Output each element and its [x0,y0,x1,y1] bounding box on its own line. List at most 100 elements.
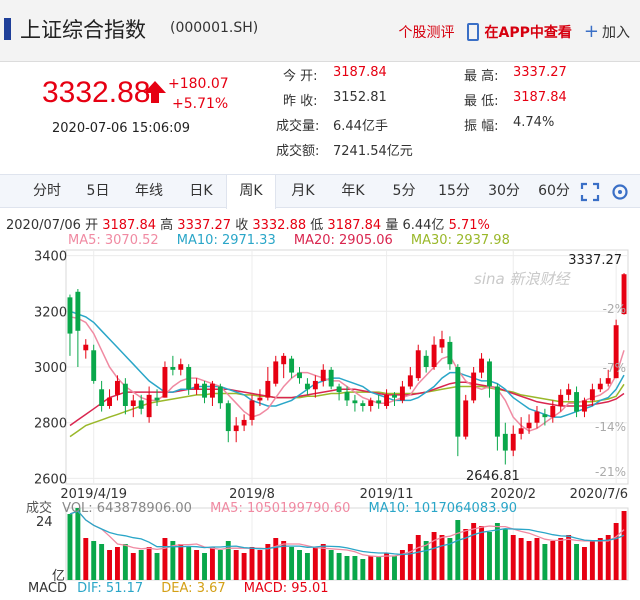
ohlc-info-bar: 2020/07/06 开 3187.84 高 3337.27 收 3332.88… [6,214,490,233]
candles [67,273,627,465]
volume-legend-vol: VOL: 643878906.00 [62,501,192,516]
up-arrow-icon [144,81,166,103]
candle-body [241,419,247,426]
tab-timeshare[interactable]: 分时 [33,183,61,199]
candle-body [447,341,453,365]
volume-bar [479,526,485,580]
candle-body [352,400,358,404]
tab-monthly-k[interactable]: 月K [291,183,315,199]
ma-lines [69,310,625,438]
volume-bar [257,550,263,580]
candle-body [114,380,120,395]
candle-body [273,361,279,384]
prev-close-label: 昨 收: [283,94,318,109]
volume-legend-label: 成交 [26,501,53,516]
price-change-pct: +5.71% [172,96,229,112]
volume-bar [463,529,469,580]
volume-bar [289,547,295,580]
volume-bar [186,547,192,580]
pct-tick-label: -14% [595,420,626,434]
candle-body [186,367,192,390]
open-app-link[interactable]: 在APP中查看 [484,25,572,41]
volume-legend-ma10: MA10: 1017064083.90 [368,501,518,516]
candle-body [526,422,532,429]
tab-15min[interactable]: 15分 [438,183,470,199]
tab-yearline[interactable]: 年线 [135,183,163,199]
candle-body [304,383,310,390]
macd-dea: DEA: 3.67 [161,581,226,596]
candle-body [613,325,619,379]
candle-body [494,386,500,437]
candle-body [249,400,255,420]
current-price: 3332.88 [42,76,151,109]
candle-body [99,389,105,406]
tab-5day[interactable]: 5日 [86,183,110,199]
volume-bar [107,550,112,580]
pct-tick-label: -2% [603,302,626,316]
high-label: 最 高: [464,69,499,84]
candle-body [550,406,556,418]
open-label: 今 开: [283,69,318,84]
candle-body [502,433,508,451]
ma20-legend: MA20: 2905.06 [293,233,393,248]
candle-body [558,394,564,406]
y-tick-label: 3000 [34,361,67,376]
fullscreen-icon[interactable] [580,182,600,202]
volume-bar [312,547,318,580]
volume-legend: 成交 VOL: 643878906.00 MA5: 1050199790.60 … [26,497,531,516]
candle-body [138,400,144,409]
volume-bar [376,556,382,580]
volume-bar [558,538,564,580]
macd-legend-label: MACD [28,581,67,596]
volume-bar [320,544,326,580]
info-high-label: 高 [160,218,174,233]
add-watchlist-link[interactable]: 加入 [602,25,630,41]
candle-body [439,339,445,348]
volume-bar [471,523,477,580]
candle-body [407,375,413,387]
tab-daily-k[interactable]: 日K [189,183,213,199]
volume-bar [99,544,105,580]
candle-body [376,400,382,404]
candle-body [392,394,397,398]
tab-5min[interactable]: 5分 [392,183,416,199]
index-code: (000001.SH) [170,20,259,36]
volume-frame [65,507,629,581]
candle-body [83,344,89,351]
candle-body [67,297,73,334]
tab-30min[interactable]: 30分 [488,183,520,199]
volume-bar [423,541,429,580]
candle-body [297,372,302,379]
tab-yearly-k[interactable]: 年K [341,183,365,199]
settings-icon[interactable] [610,182,630,202]
page-header: 上证综合指数 (000001.SH) 个股测评 在APP中查看 + 加入 [0,0,640,62]
index-name: 上证综合指数 [20,18,146,42]
volume-bar [344,556,350,580]
volume-bar [368,556,374,580]
candle-body [455,367,461,437]
volume-bar [415,535,421,580]
candle-body [289,358,295,373]
candle-body [510,433,516,451]
info-volume-label: 量 [385,218,399,233]
review-link[interactable]: 个股测评 [398,25,455,41]
candle-body [479,358,485,373]
candle-body [75,291,81,331]
price-frame [65,249,629,485]
candle-body [217,386,223,404]
volume-bar [360,559,366,580]
volume-bar [138,550,144,580]
volume-bar [605,535,611,580]
amount-label: 成交额: [276,144,320,159]
volume-bar [241,553,247,580]
volume-bar [510,535,516,580]
candle-body [320,369,326,381]
tab-60min[interactable]: 60分 [538,183,570,199]
quote-datetime: 2020-07-06 15:06:09 [52,121,191,136]
candle-body [225,403,231,432]
x-tick-label: 2020/7/6 [570,487,628,502]
volume-bar [502,529,508,580]
volume-bar [281,541,287,580]
tab-weekly-k[interactable]: 周K [226,175,276,209]
low-value: 3187.84 [513,90,567,105]
